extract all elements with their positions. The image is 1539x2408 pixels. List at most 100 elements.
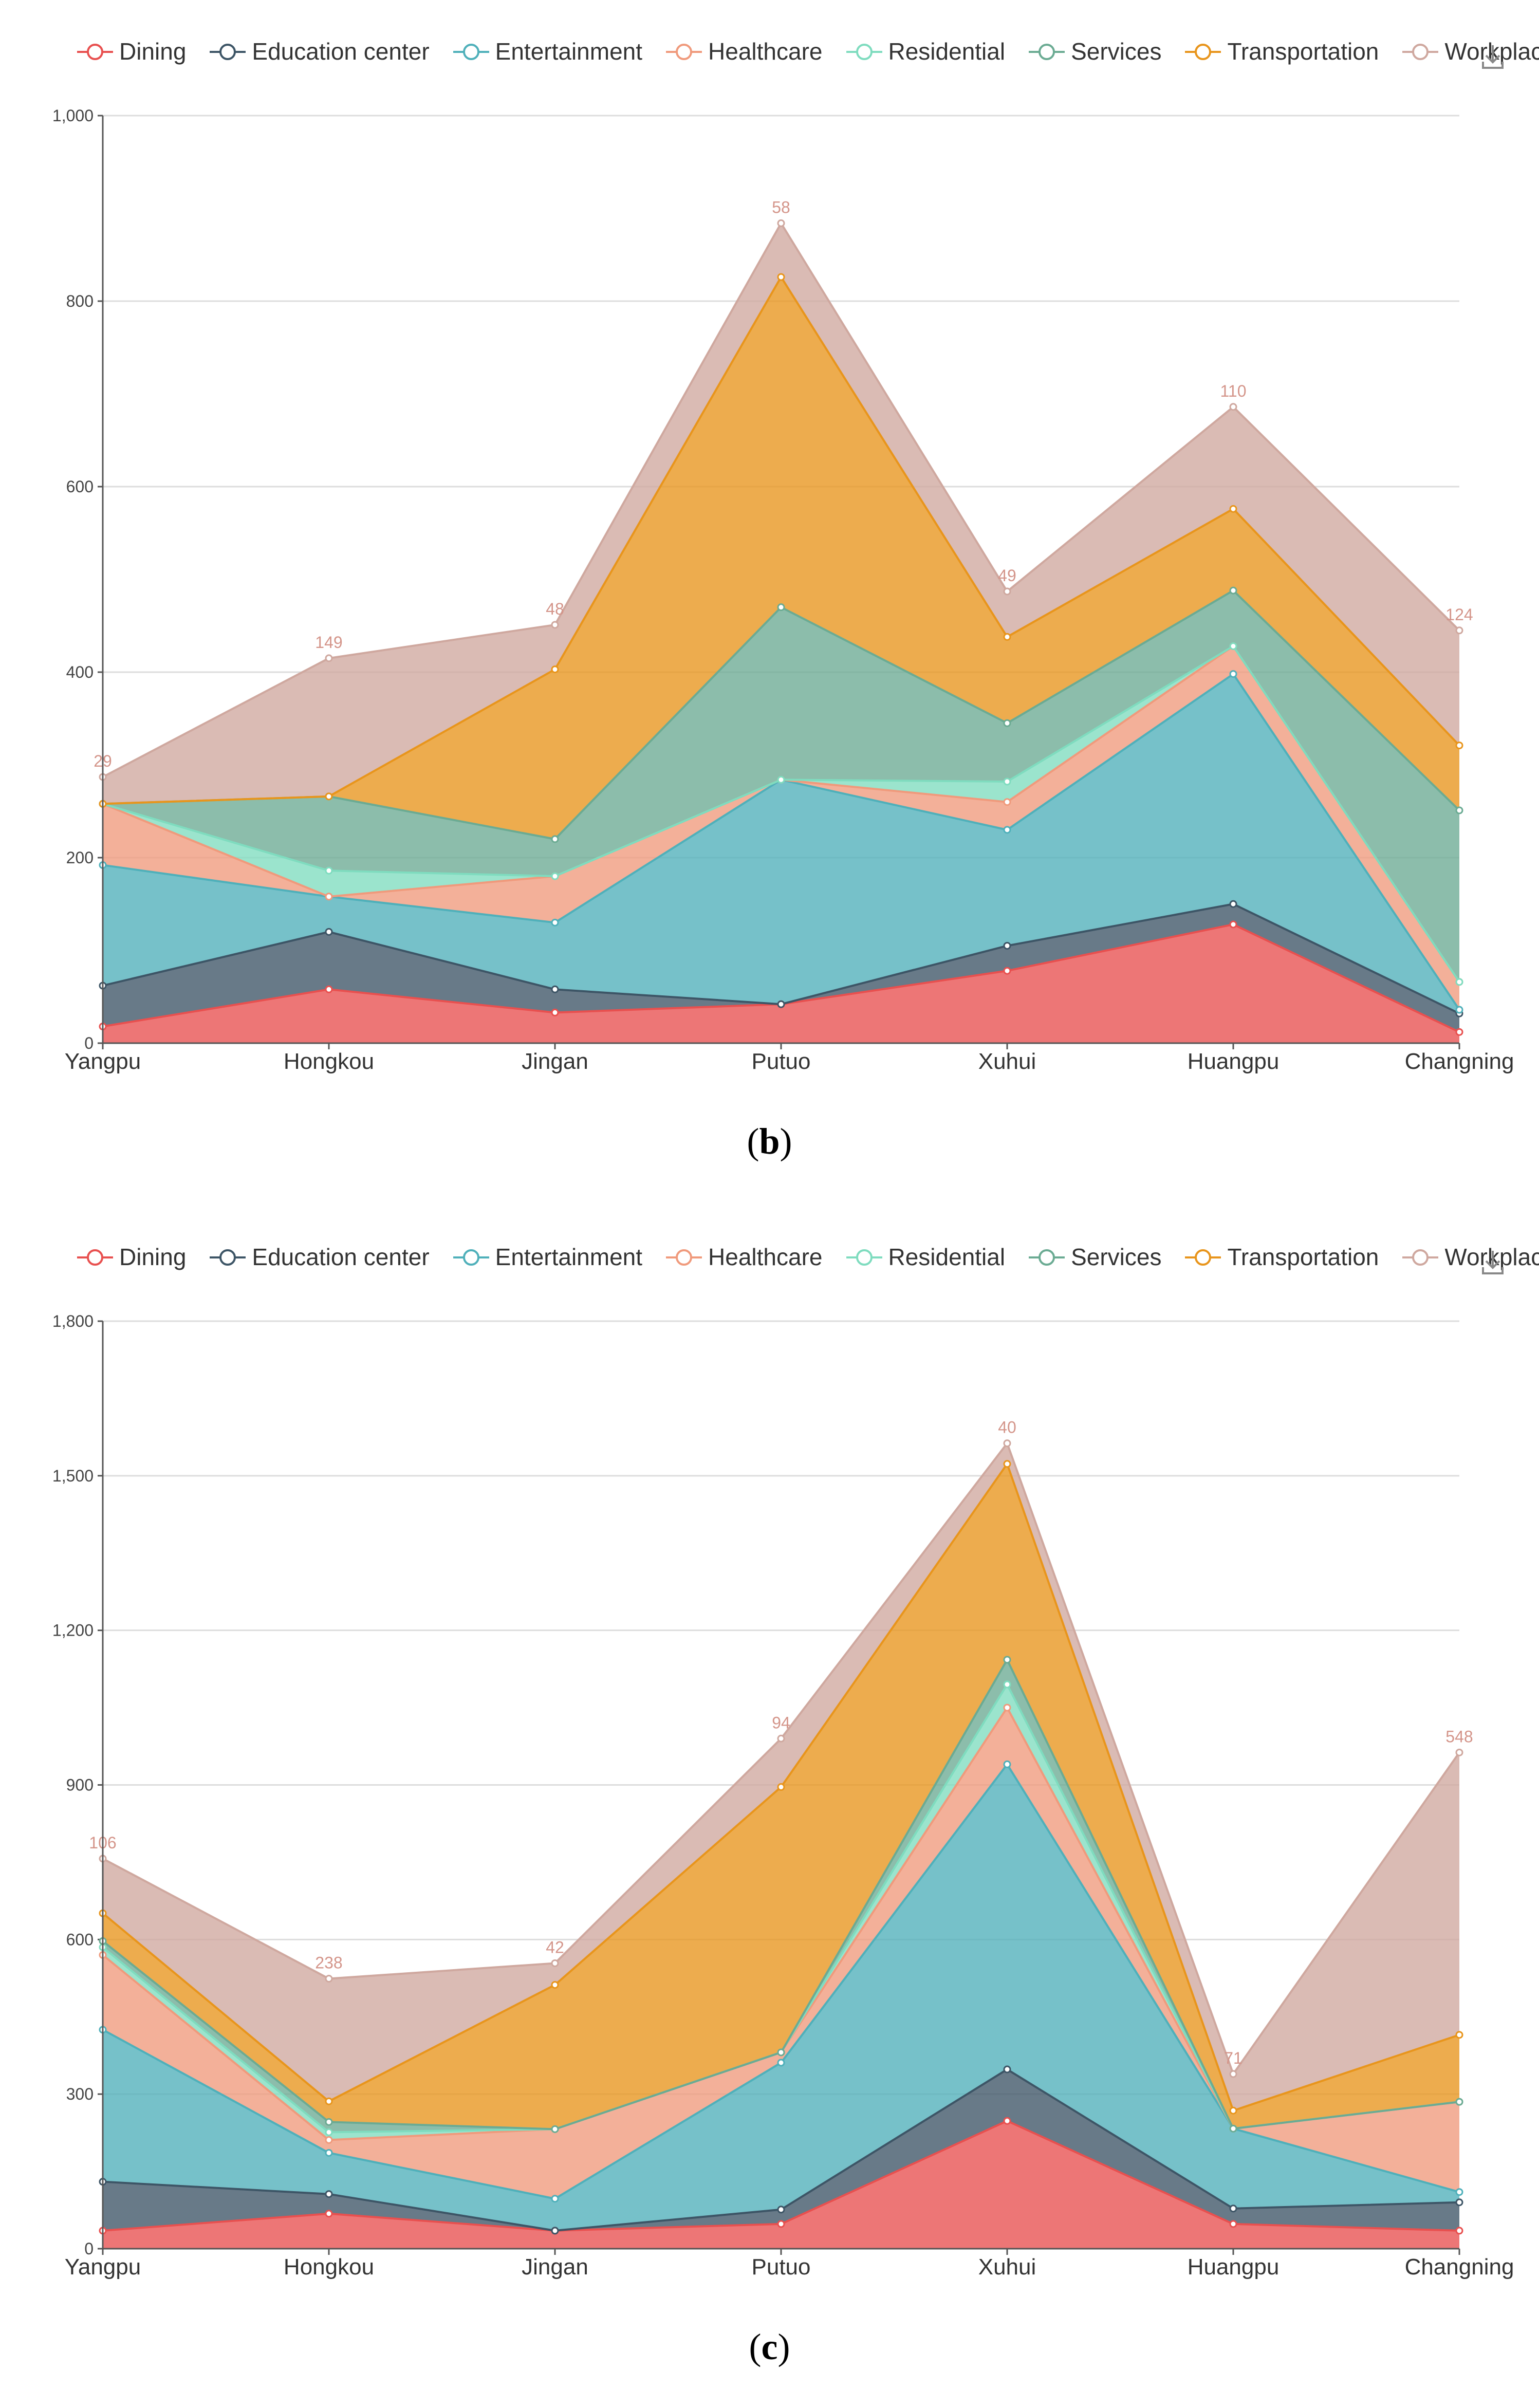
point-services[interactable] — [325, 2118, 333, 2126]
point-residential[interactable] — [1003, 777, 1011, 786]
point-entertainment[interactable] — [1455, 1006, 1463, 1014]
point-education-center[interactable] — [1455, 2198, 1463, 2207]
y-tick-label: 400 — [66, 663, 94, 681]
point-transportation[interactable] — [1003, 1460, 1011, 1468]
point-residential[interactable] — [325, 866, 333, 875]
point-education-center[interactable] — [1003, 941, 1011, 950]
point-dining[interactable] — [1229, 920, 1237, 929]
point-transportation[interactable] — [325, 2097, 333, 2105]
point-services[interactable] — [1003, 1656, 1011, 1664]
point-services[interactable] — [551, 835, 559, 843]
point-services[interactable] — [1003, 719, 1011, 727]
point-education-center[interactable] — [1229, 2205, 1237, 2213]
legend-swatch-icon — [453, 44, 489, 60]
point-dining[interactable] — [1455, 1028, 1463, 1036]
point-education-center[interactable] — [777, 1000, 785, 1008]
area-dining — [103, 924, 1459, 1043]
point-workplace[interactable] — [551, 1959, 559, 1967]
legend-item-healthcare[interactable]: Healthcare — [666, 38, 823, 65]
point-entertainment[interactable] — [1229, 670, 1237, 678]
legend-item-residential[interactable]: Residential — [846, 1243, 1005, 1271]
legend-item-healthcare[interactable]: Healthcare — [666, 1243, 823, 1271]
point-transportation[interactable] — [1229, 505, 1237, 513]
point-residential[interactable] — [777, 775, 785, 784]
point-workplace[interactable] — [325, 654, 333, 662]
point-healthcare[interactable] — [1003, 798, 1011, 806]
legend-item-transportation[interactable]: Transportation — [1185, 1243, 1379, 1271]
point-transportation[interactable] — [325, 792, 333, 801]
point-services[interactable] — [1455, 2098, 1463, 2106]
point-entertainment[interactable] — [551, 918, 559, 927]
point-workplace[interactable] — [1229, 2070, 1237, 2078]
point-workplace[interactable] — [551, 621, 559, 629]
point-workplace[interactable] — [325, 1975, 333, 1983]
point-entertainment[interactable] — [1003, 1760, 1011, 1768]
point-entertainment[interactable] — [551, 2195, 559, 2203]
point-residential[interactable] — [325, 2128, 333, 2136]
point-dining[interactable] — [1003, 967, 1011, 975]
point-workplace[interactable] — [1455, 1748, 1463, 1756]
point-entertainment[interactable] — [325, 2148, 333, 2157]
point-transportation[interactable] — [1229, 2106, 1237, 2115]
point-dining[interactable] — [325, 985, 333, 993]
legend-item-services[interactable]: Services — [1029, 1243, 1161, 1271]
point-transportation[interactable] — [1003, 633, 1011, 641]
point-entertainment[interactable] — [1455, 2188, 1463, 2196]
point-education-center[interactable] — [777, 2206, 785, 2214]
point-residential[interactable] — [551, 872, 559, 880]
point-transportation[interactable] — [551, 1981, 559, 1989]
point-education-center[interactable] — [325, 928, 333, 936]
point-healthcare[interactable] — [325, 2136, 333, 2144]
point-services[interactable] — [777, 603, 785, 612]
download-icon[interactable] — [1480, 1247, 1506, 1277]
point-dining[interactable] — [1229, 2220, 1237, 2228]
point-entertainment[interactable] — [777, 2059, 785, 2067]
legend-item-education-center[interactable]: Education center — [210, 38, 430, 65]
point-workplace[interactable] — [777, 1734, 785, 1743]
y-tick-label: 1,000 — [52, 106, 94, 125]
legend-item-dining[interactable]: Dining — [77, 1243, 186, 1271]
point-workplace[interactable] — [1455, 626, 1463, 635]
point-services[interactable] — [777, 2048, 785, 2057]
point-healthcare[interactable] — [1003, 1703, 1011, 1712]
point-healthcare[interactable] — [325, 893, 333, 901]
point-education-center[interactable] — [1229, 900, 1237, 908]
point-transportation[interactable] — [777, 273, 785, 281]
point-residential[interactable] — [1455, 978, 1463, 986]
point-dining[interactable] — [551, 1008, 559, 1016]
legend-item-transportation[interactable]: Transportation — [1185, 38, 1379, 65]
point-workplace[interactable] — [1229, 403, 1237, 411]
point-dining[interactable] — [777, 2220, 785, 2228]
legend-item-dining[interactable]: Dining — [77, 38, 186, 65]
legend-item-education-center[interactable]: Education center — [210, 1243, 430, 1271]
legend-swatch-icon — [1029, 44, 1065, 60]
point-transportation[interactable] — [1455, 742, 1463, 750]
data-label: 49 — [998, 566, 1016, 585]
point-transportation[interactable] — [777, 1783, 785, 1791]
data-label: 40 — [998, 1418, 1016, 1437]
legend-item-services[interactable]: Services — [1029, 38, 1161, 65]
legend-item-residential[interactable]: Residential — [846, 38, 1005, 65]
point-services[interactable] — [551, 2125, 559, 2133]
point-education-center[interactable] — [1003, 2065, 1011, 2073]
point-workplace[interactable] — [1003, 1439, 1011, 1448]
point-services[interactable] — [1455, 806, 1463, 814]
download-icon[interactable] — [1480, 41, 1506, 72]
point-workplace[interactable] — [777, 219, 785, 227]
point-residential[interactable] — [1229, 642, 1237, 650]
point-residential[interactable] — [1003, 1680, 1011, 1689]
point-entertainment[interactable] — [1003, 826, 1011, 834]
point-dining[interactable] — [325, 2210, 333, 2218]
point-services[interactable] — [1229, 2124, 1237, 2133]
point-transportation[interactable] — [1455, 2031, 1463, 2039]
point-transportation[interactable] — [551, 665, 559, 674]
point-dining[interactable] — [1003, 2117, 1011, 2125]
legend-item-entertainment[interactable]: Entertainment — [453, 38, 642, 65]
point-education-center[interactable] — [325, 2190, 333, 2198]
point-services[interactable] — [1229, 586, 1237, 595]
point-education-center[interactable] — [551, 985, 559, 993]
point-dining[interactable] — [1455, 2227, 1463, 2235]
legend-item-entertainment[interactable]: Entertainment — [453, 1243, 642, 1271]
point-education-center[interactable] — [551, 2227, 559, 2235]
point-workplace[interactable] — [1003, 587, 1011, 596]
